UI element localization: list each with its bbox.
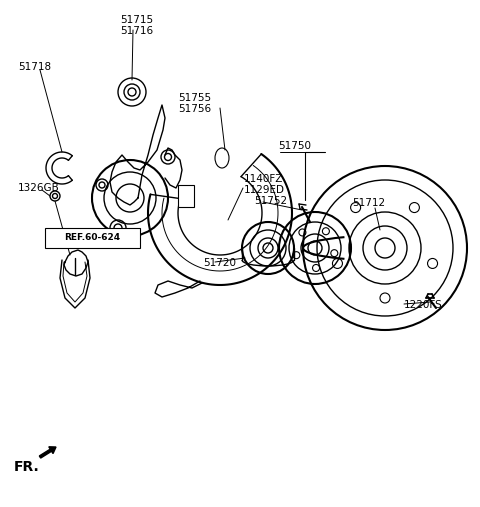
Text: 1220FS: 1220FS bbox=[404, 300, 443, 310]
Text: 51752: 51752 bbox=[254, 196, 287, 206]
Text: 51712: 51712 bbox=[352, 198, 385, 208]
Text: 1326GB: 1326GB bbox=[18, 183, 60, 193]
FancyArrow shape bbox=[39, 447, 56, 458]
Text: 1140FZ: 1140FZ bbox=[244, 174, 283, 184]
Text: 51720: 51720 bbox=[203, 258, 236, 268]
Text: 1129ED: 1129ED bbox=[244, 185, 285, 195]
FancyBboxPatch shape bbox=[45, 228, 140, 248]
Text: 51756: 51756 bbox=[178, 104, 211, 114]
Bar bbox=[178, 185, 194, 207]
Text: 51750: 51750 bbox=[278, 141, 311, 151]
Text: FR.: FR. bbox=[14, 460, 40, 474]
Text: 51715: 51715 bbox=[120, 15, 153, 25]
Text: 51755: 51755 bbox=[178, 93, 211, 103]
Text: 51716: 51716 bbox=[120, 26, 153, 36]
Text: REF.60-624: REF.60-624 bbox=[64, 234, 120, 242]
Text: 51718: 51718 bbox=[18, 62, 51, 72]
